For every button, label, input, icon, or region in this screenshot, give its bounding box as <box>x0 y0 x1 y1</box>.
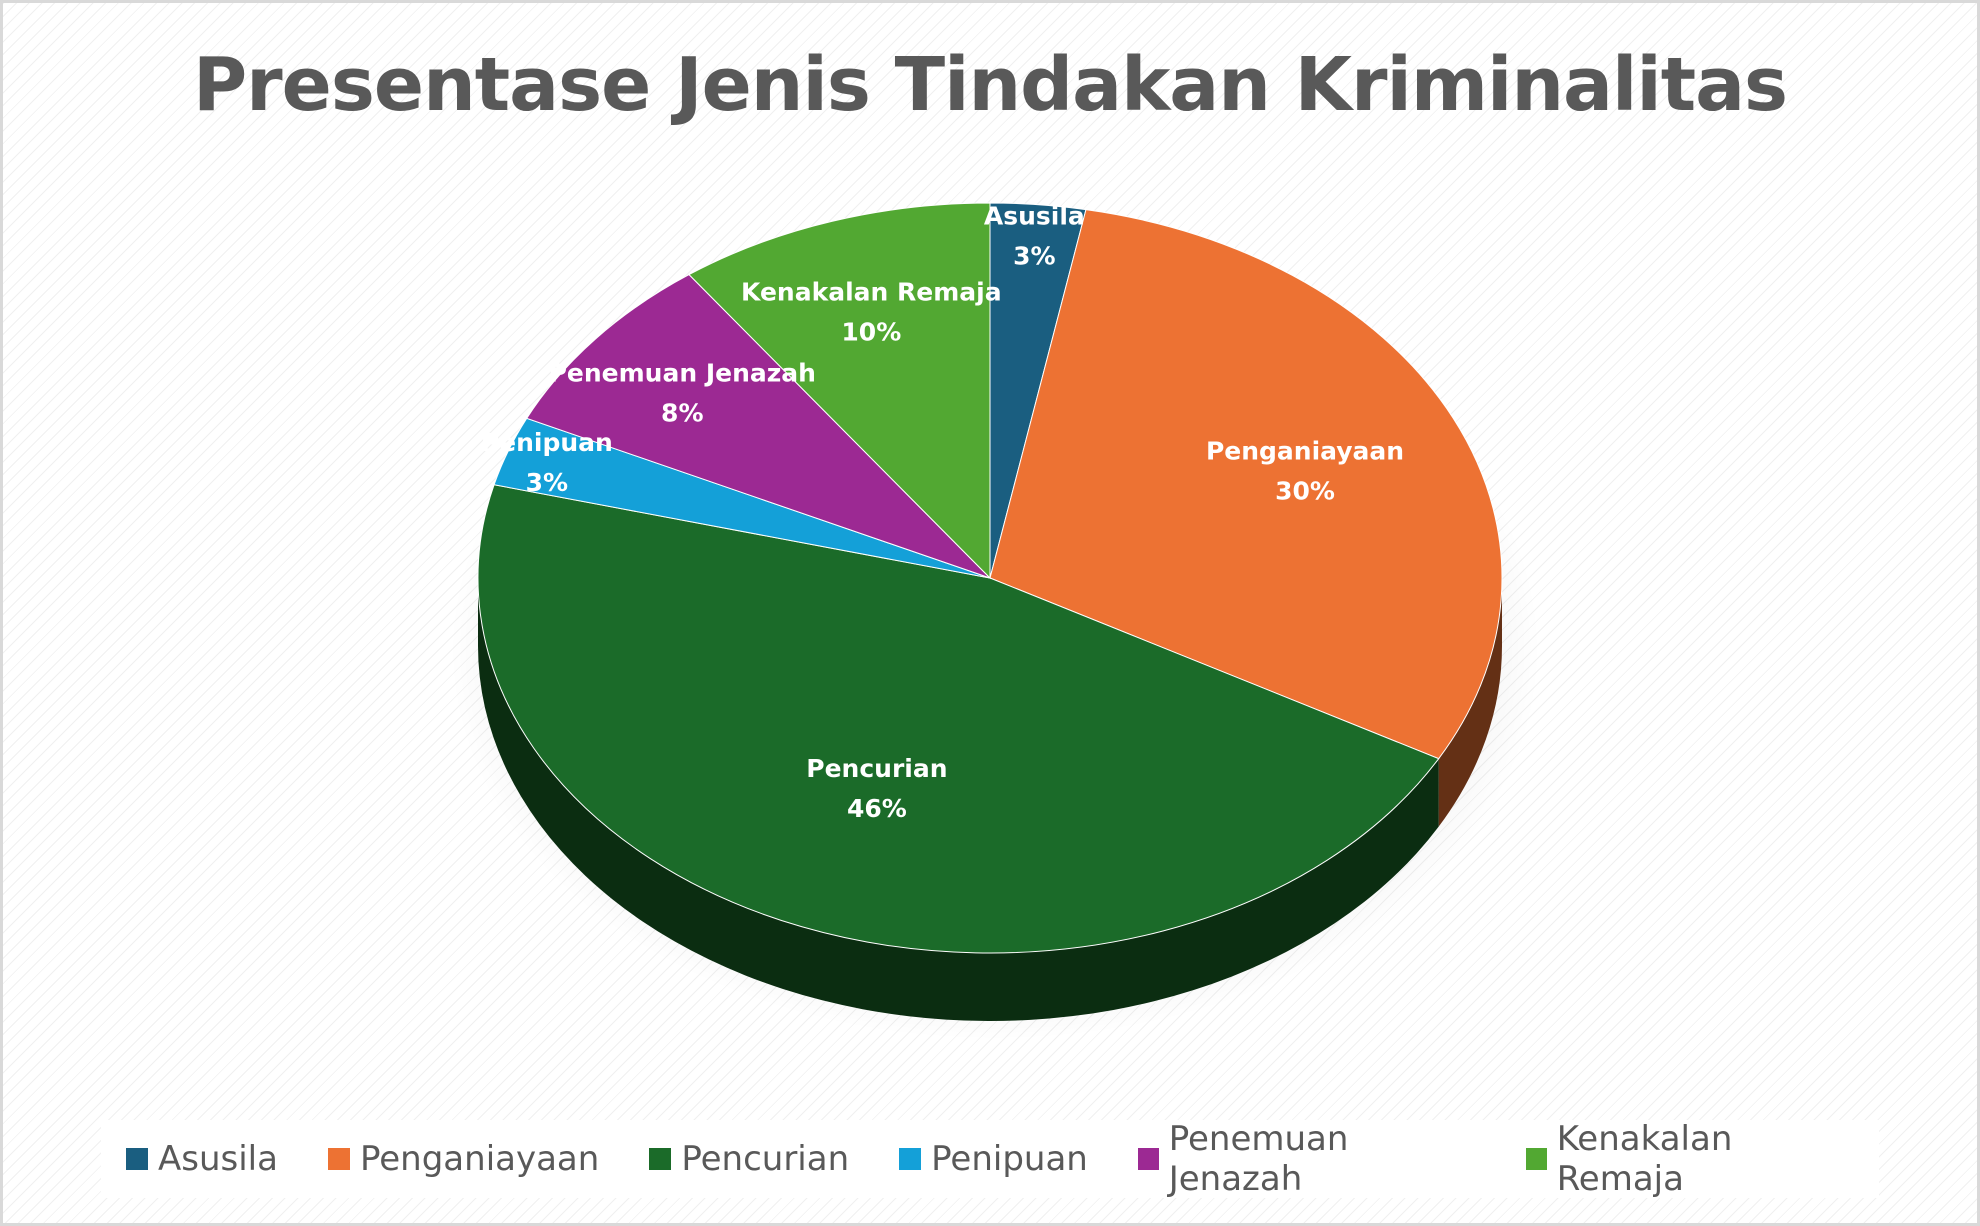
legend-swatch <box>899 1148 922 1170</box>
legend-swatch <box>327 1148 350 1170</box>
pie-slice-kenakalan-remaja[interactable] <box>688 202 991 580</box>
legend-item-penemuan-jenazah[interactable]: Penemuan Jenazah <box>1137 1119 1476 1199</box>
pie-slice-pencurian[interactable] <box>477 484 1440 954</box>
pie-side-penganiayaan <box>1438 578 1502 827</box>
data-label-name-penipuan: Penipuan <box>481 428 613 457</box>
pie-slice-penganiayaan[interactable] <box>989 209 1503 760</box>
legend-label: Asusila <box>158 1139 278 1179</box>
legend-swatch <box>649 1148 672 1170</box>
legend-label: Penemuan Jenazah <box>1168 1119 1349 1199</box>
legend-label: Penipuan <box>931 1139 1088 1179</box>
legend: Asusila Penganiayaan Pencurian Penipuan Pene… <box>101 1119 1879 1199</box>
data-label-value-pencurian: 46% <box>847 794 907 823</box>
legend-swatch <box>1525 1148 1547 1170</box>
data-label-value-penemuan-jenazah: 8% <box>661 399 703 428</box>
data-label-value-penipuan: 3% <box>526 468 568 497</box>
data-label-value-kenakalan-remaja: 10% <box>841 318 901 347</box>
data-label-name-pencurian: Pencurian <box>806 754 947 783</box>
pie-side-pencurian <box>478 578 1439 1022</box>
data-label-value-penganiayaan: 30% <box>1275 476 1335 505</box>
legend-item-penganiayaan[interactable]: Penganiayaan <box>327 1139 600 1179</box>
legend-item-kenakalan-remaja[interactable]: Kenakalan Remaja <box>1525 1119 1854 1199</box>
legend-label: Pencurian <box>681 1139 850 1179</box>
data-label-name-penemuan-jenazah: Penemuan Jenazah <box>549 359 816 388</box>
legend-label: Kenakalan Remaja <box>1556 1119 1733 1199</box>
legend-item-asusila[interactable]: Asusila <box>126 1139 278 1179</box>
data-label-name-penganiayaan: Penganiayaan <box>1206 436 1404 465</box>
legend-swatch <box>1137 1148 1159 1170</box>
data-label-name-kenakalan-remaja: Kenakalan Remaja <box>741 278 1002 307</box>
legend-item-pencurian[interactable]: Pencurian <box>649 1139 849 1179</box>
legend-swatch <box>126 1148 148 1170</box>
data-label-value-asusila: 3% <box>1013 242 1055 271</box>
data-label-name-asusila: Asusila <box>984 202 1085 231</box>
legend-item-penipuan[interactable]: Penipuan <box>899 1139 1088 1179</box>
pie-slice-penemuan-jenazah[interactable] <box>525 274 991 579</box>
legend-label: Penganiayaan <box>359 1139 600 1179</box>
chart-title: Presentase Jenis Tindakan Kriminalitas <box>192 42 1788 128</box>
